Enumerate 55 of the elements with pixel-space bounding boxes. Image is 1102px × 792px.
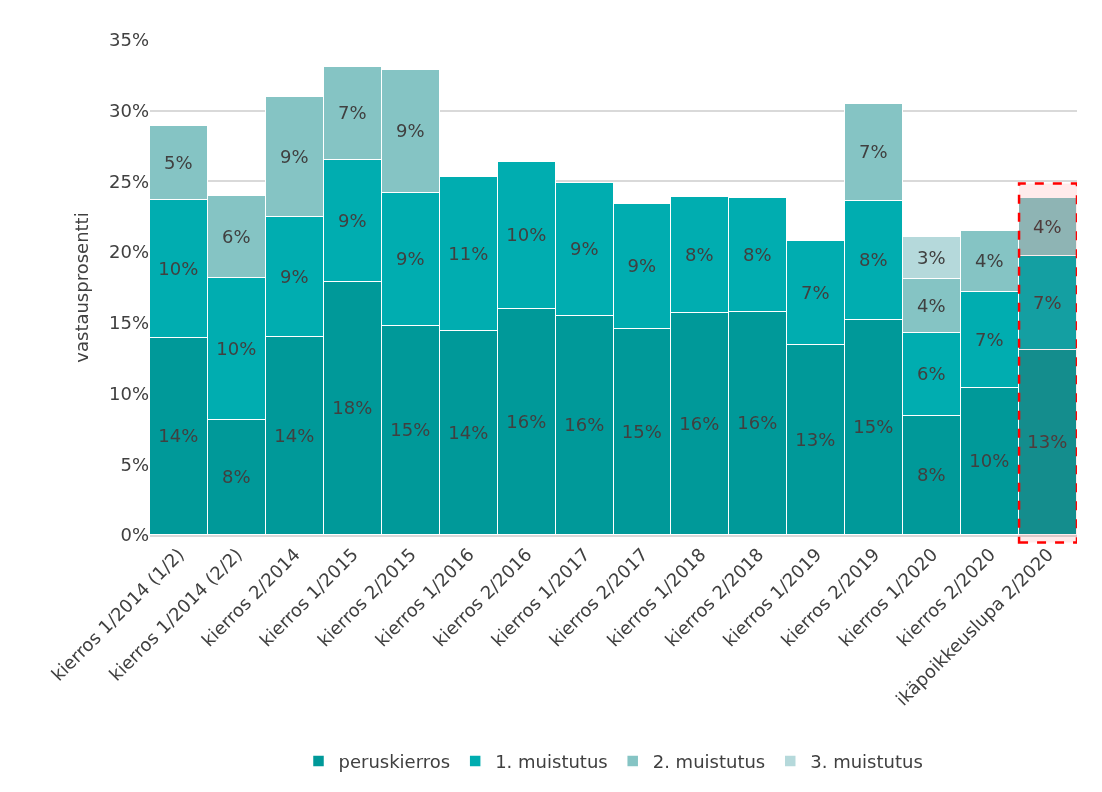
data-label: 15% [390, 419, 431, 441]
data-label: 10% [506, 224, 547, 246]
data-label: 13% [795, 428, 836, 450]
data-label: 6% [221, 225, 251, 247]
data-label: 7% [858, 141, 888, 163]
data-label: 16% [506, 410, 547, 432]
y-tick-label: 25% [108, 170, 149, 192]
data-label: 9% [395, 248, 425, 270]
legend-label: peruskierros [338, 751, 451, 773]
data-label: 8% [916, 464, 946, 486]
data-label: 9% [337, 209, 367, 231]
data-label: 15% [621, 420, 662, 442]
data-label: 9% [279, 145, 309, 167]
data-label: 9% [569, 238, 599, 260]
data-label: 10% [969, 450, 1010, 472]
data-label: 14% [448, 421, 489, 443]
data-label: 9% [627, 255, 657, 277]
data-label: 7% [974, 328, 1004, 350]
legend-label: 2. muistutus [652, 751, 766, 773]
data-label: 13% [1027, 431, 1068, 453]
data-label: 8% [742, 243, 772, 265]
y-axis-title: vastausprosentti [71, 212, 93, 363]
data-label: 8% [858, 249, 888, 271]
y-tick-label: 10% [108, 382, 149, 404]
data-label: 10% [158, 257, 199, 279]
data-label: 14% [158, 425, 199, 447]
y-tick-label: 30% [108, 100, 149, 122]
data-label: 14% [274, 424, 315, 446]
data-label: 15% [853, 416, 894, 438]
data-label: 11% [448, 242, 489, 264]
data-label: 8% [221, 466, 251, 488]
data-label: 6% [916, 363, 946, 385]
data-label: 4% [1032, 215, 1062, 237]
data-label: 9% [279, 265, 309, 287]
y-tick-label: 35% [108, 29, 149, 51]
data-label: 7% [800, 281, 830, 303]
data-label: 9% [395, 120, 425, 142]
data-label: 3% [916, 246, 946, 268]
data-label: 16% [564, 414, 605, 436]
data-label: 8% [684, 243, 714, 265]
legend-label: 3. muistutus [810, 751, 923, 773]
y-tick-label: 0% [120, 524, 149, 546]
data-label: 18% [332, 397, 373, 419]
data-label: 16% [737, 412, 778, 434]
y-tick-label: 5% [120, 453, 149, 475]
data-label: 7% [1032, 291, 1062, 313]
data-label: 16% [679, 412, 720, 434]
data-label: 7% [337, 102, 367, 124]
y-tick-label: 20% [108, 241, 149, 263]
data-label: 4% [916, 294, 946, 316]
data-label: 10% [216, 337, 257, 359]
data-label: 4% [974, 250, 1004, 272]
legend-label: 1. muistutus [495, 751, 608, 773]
data-label: 5% [163, 151, 193, 173]
y-tick-label: 15% [108, 312, 149, 334]
